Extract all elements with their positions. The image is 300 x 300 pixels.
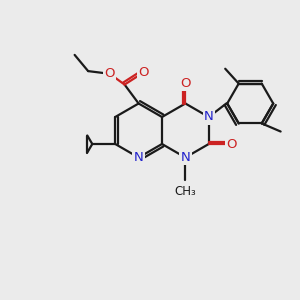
Text: O: O (226, 137, 237, 151)
Text: N: N (134, 151, 143, 164)
Text: N: N (204, 110, 214, 124)
Text: CH₃: CH₃ (175, 185, 196, 199)
Text: O: O (180, 77, 190, 90)
Text: N: N (181, 151, 190, 164)
Text: O: O (138, 66, 149, 79)
Text: O: O (104, 67, 115, 80)
